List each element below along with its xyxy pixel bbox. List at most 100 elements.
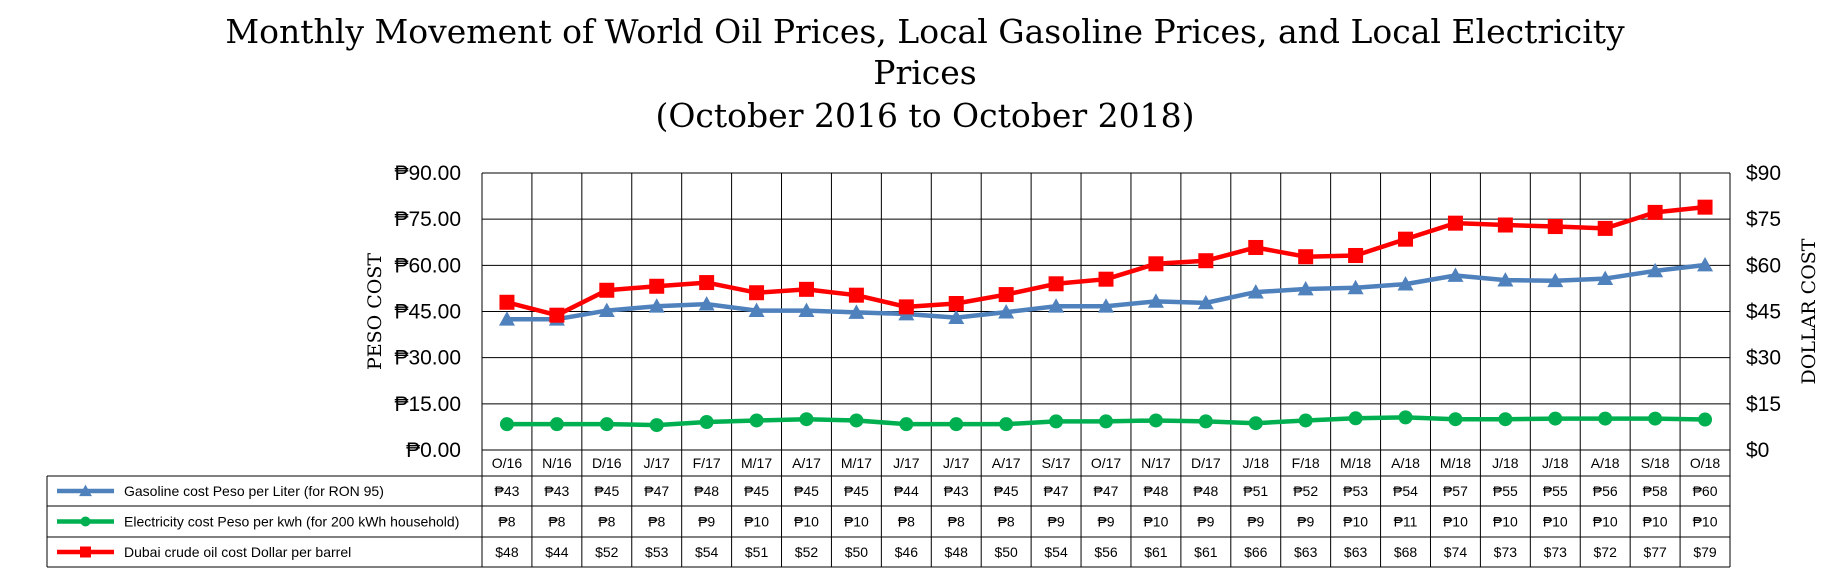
data-table-cell: ₱8: [548, 514, 565, 530]
data-point: [1147, 293, 1164, 308]
data-point: [599, 282, 615, 298]
data-table-cell: ₱43: [494, 483, 519, 499]
data-point: [1598, 411, 1613, 426]
data-point: [549, 417, 564, 432]
data-point: [1398, 410, 1413, 425]
data-table-cell: ₱53: [1343, 483, 1368, 499]
category-label: J/17: [893, 455, 920, 471]
category-label: A/18: [1391, 455, 1420, 471]
data-table-cell: ₱9: [1048, 514, 1065, 530]
data-table-cell: ₱9: [1297, 514, 1314, 530]
data-point: [499, 417, 514, 432]
data-point: [899, 417, 914, 432]
data-point: [1597, 270, 1614, 285]
data-table-cell: $54: [1044, 544, 1068, 560]
legend-label: Gasoline cost Peso per Liter (for RON 95…: [124, 483, 384, 499]
data-point: [798, 281, 814, 297]
data-point: [1447, 215, 1463, 231]
data-point: [1099, 414, 1113, 429]
data-table-cell: ₱10: [1693, 514, 1718, 530]
category-label: S/18: [1641, 455, 1670, 471]
data-point: [599, 417, 614, 432]
data-table-cell: $51: [745, 544, 769, 560]
data-table-cell: $53: [645, 544, 669, 560]
data-point: [1498, 412, 1513, 427]
data-point: [649, 278, 665, 294]
category-label: F/18: [1292, 455, 1320, 471]
data-table-cell: ₱10: [744, 514, 769, 530]
data-table-cell: ₱9: [1097, 514, 1114, 530]
y-tick-left: ₱90.00: [394, 162, 461, 185]
category-label: N/16: [542, 455, 572, 471]
data-table-cell: $48: [945, 544, 969, 560]
data-point: [1297, 281, 1314, 296]
data-point: [1198, 253, 1214, 269]
data-table-cell: ₱47: [1094, 483, 1119, 499]
category-label: A/18: [1591, 455, 1620, 471]
data-table-cell: $66: [1244, 544, 1268, 560]
data-point: [748, 302, 765, 317]
y-axis-right-title: DOLLAR COST: [1798, 238, 1820, 384]
data-table-cell: ₱55: [1493, 483, 1518, 499]
category-label: N/17: [1141, 455, 1171, 471]
data-point: [1497, 217, 1513, 233]
legend-label: Dubai crude oil cost Dollar per barrel: [124, 544, 351, 560]
data-table-cell: ₱8: [648, 514, 665, 530]
data-table-cell: $61: [1194, 544, 1218, 560]
y-axis-left-title: PESO COST: [364, 253, 386, 370]
y-axis-left: ₱0.00 ₱15.00 ₱30.00 ₱45.00 ₱60.00 ₱75.00 ₱90.0…: [394, 162, 461, 462]
data-point: [1197, 294, 1214, 310]
category-label: A/17: [992, 455, 1021, 471]
data-point: [699, 275, 715, 291]
data-table-cell: ₱45: [994, 483, 1019, 499]
data-point: [799, 412, 814, 427]
data-point: [1398, 231, 1414, 247]
series-lines: [498, 199, 1714, 433]
data-point: [1247, 284, 1264, 299]
data-table-cell: ₱57: [1443, 483, 1468, 499]
data-table-cell: ₱10: [1593, 514, 1618, 530]
data-table-cell: ₱55: [1543, 483, 1568, 499]
chart-title: Monthly Movement of World Oil Prices, Lo…: [225, 12, 1625, 135]
data-point: [1148, 256, 1164, 272]
y-tick-left: ₱60.00: [394, 254, 461, 277]
data-point: [948, 309, 965, 325]
category-label: F/17: [693, 455, 721, 471]
data-table-cell: ₱10: [1643, 514, 1668, 530]
category-label: M/17: [841, 455, 872, 471]
y-axis-right: $0 $15 $30 $45 $60 $75 $90: [1746, 162, 1781, 462]
data-point: [1447, 267, 1464, 282]
data-point: [1048, 298, 1065, 313]
data-table-cell: ₱47: [1044, 483, 1069, 499]
data-table-cell: ₱45: [794, 483, 819, 499]
data-table-cell: ₱45: [594, 483, 619, 499]
data-point: [948, 295, 964, 311]
category-label: A/17: [792, 455, 821, 471]
data-table-cell: ₱48: [1143, 483, 1168, 499]
category-label: J/18: [1492, 455, 1519, 471]
category-label: J/18: [1542, 455, 1569, 471]
data-point: [699, 414, 714, 429]
category-label: J/17: [943, 455, 970, 471]
chart-title-line: Prices: [873, 53, 976, 92]
y-tick-left: ₱45.00: [394, 301, 461, 324]
category-label: O/16: [492, 455, 523, 471]
data-point: [949, 417, 964, 432]
data-point: [1298, 249, 1314, 265]
data-point: [1049, 414, 1064, 429]
y-tick-right: $0: [1746, 439, 1769, 462]
data-table-cell: $73: [1494, 544, 1518, 560]
data-table-cell: ₱44: [894, 483, 919, 499]
data-table-cell: ₱8: [948, 514, 965, 530]
legend-marker: [79, 484, 92, 497]
series-1: [498, 257, 1714, 326]
legend-marker: [80, 516, 91, 527]
data-table-cell: $54: [695, 544, 719, 560]
data-table-cell: $56: [1094, 544, 1118, 560]
category-label: M/18: [1440, 455, 1471, 471]
data-table-cell: ₱11: [1394, 514, 1418, 530]
data-point: [798, 302, 815, 317]
data-table-cell: ₱8: [898, 514, 915, 530]
data-table: O/16 N/16 D/16 J/17 F/17 M/17 A/17 M/17 J/17 J/17…: [46, 449, 1731, 568]
